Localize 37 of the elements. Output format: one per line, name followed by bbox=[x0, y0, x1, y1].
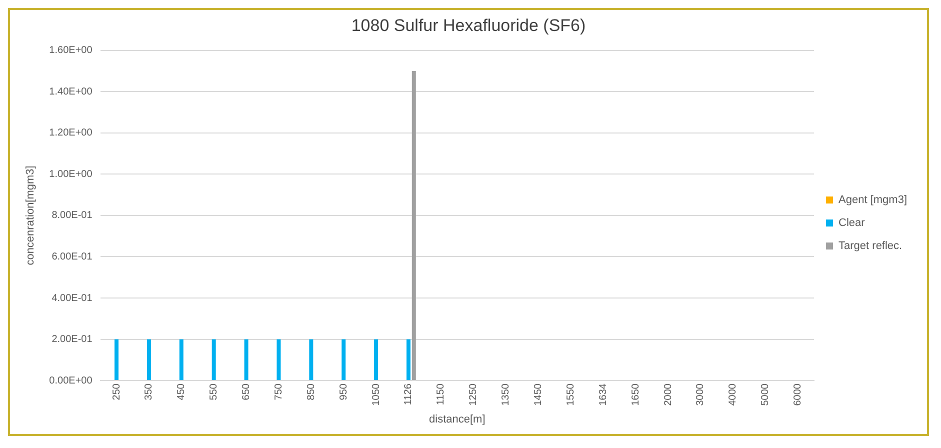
x-tick-label: 1250 bbox=[468, 383, 480, 406]
legend-label: Target reflec. bbox=[838, 240, 902, 252]
y-tick-label: 8.00E-01 bbox=[52, 210, 93, 222]
x-tick-label: 250 bbox=[111, 383, 122, 400]
x-tick-label: 1150 bbox=[436, 383, 447, 406]
x-tick-label: 950 bbox=[338, 383, 350, 400]
x-tick-label: 1450 bbox=[533, 383, 544, 406]
y-tick-label: 0.00E+00 bbox=[49, 375, 93, 386]
x-tick-label: 1650 bbox=[630, 383, 642, 406]
y-tick-label: 1.20E+00 bbox=[49, 128, 93, 139]
y-tick-label: 1.40E+00 bbox=[49, 86, 93, 98]
x-tick-label: 5000 bbox=[760, 383, 772, 406]
y-axis-title: concenration[mgm3] bbox=[24, 166, 37, 266]
y-tick-label: 2.00E-01 bbox=[52, 334, 93, 346]
x-tick-label: 1126 bbox=[403, 383, 414, 406]
x-tick-label: 850 bbox=[306, 383, 317, 400]
x-tick-label: 2000 bbox=[662, 383, 674, 406]
y-tick-label: 6.00E-01 bbox=[52, 251, 93, 262]
legend-label: Clear bbox=[838, 217, 866, 230]
x-tick-label: 6000 bbox=[792, 383, 804, 406]
x-tick-label: 650 bbox=[241, 383, 252, 400]
x-tick-label: 1634 bbox=[598, 383, 609, 406]
x-tick-label: 4000 bbox=[728, 383, 739, 406]
x-tick-label: 1050 bbox=[370, 383, 382, 406]
x-tick-label: 450 bbox=[176, 383, 188, 400]
y-tick-label: 1.60E+00 bbox=[49, 45, 93, 56]
x-tick-label: 1550 bbox=[565, 383, 576, 406]
y-tick-label: 1.00E+00 bbox=[49, 168, 93, 180]
x-tick-label: 750 bbox=[273, 383, 284, 400]
x-tick-label: 350 bbox=[144, 383, 155, 400]
x-tick-label: 3000 bbox=[695, 383, 706, 406]
x-tick-label: 1350 bbox=[500, 383, 512, 406]
x-tick-label: 550 bbox=[208, 383, 220, 400]
y-tick-label: 4.00E-01 bbox=[52, 292, 93, 304]
chart-title: 1080 Sulfur Hexafluoride (SF6) bbox=[351, 16, 586, 35]
x-axis-title: distance[m] bbox=[429, 413, 486, 426]
legend-label: Agent [mgm3] bbox=[838, 194, 908, 206]
